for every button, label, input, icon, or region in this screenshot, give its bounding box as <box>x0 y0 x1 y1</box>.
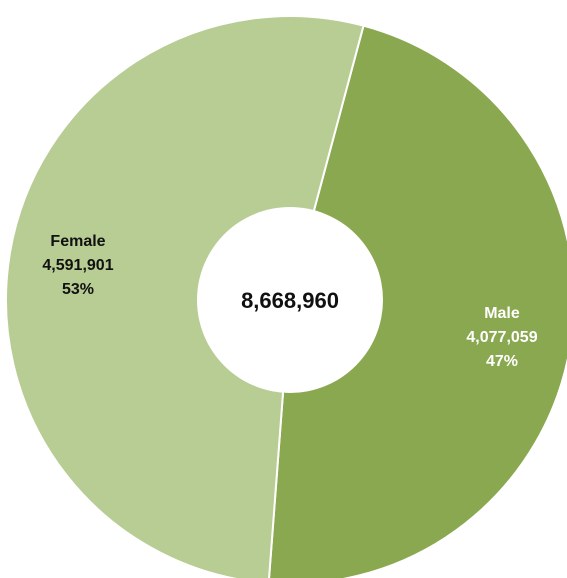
donut-slices <box>5 15 567 578</box>
slice-female-percent-label: 53% <box>62 281 94 298</box>
slice-male-name-label: Male <box>484 305 520 322</box>
slice-female-value-label: 4,591,901 <box>42 257 113 274</box>
slice-female-name-label: Female <box>50 233 105 250</box>
slice-female <box>5 15 365 578</box>
slice-labels: Male 4,077,059 47% Female 4,591,901 53% <box>42 233 537 370</box>
slice-male <box>268 24 567 578</box>
slice-male-value-label: 4,077,059 <box>466 329 537 346</box>
slice-male-percent-label: 47% <box>486 353 518 370</box>
center-total-label: 8,668,960 <box>241 288 339 313</box>
donut-hole <box>197 207 383 393</box>
